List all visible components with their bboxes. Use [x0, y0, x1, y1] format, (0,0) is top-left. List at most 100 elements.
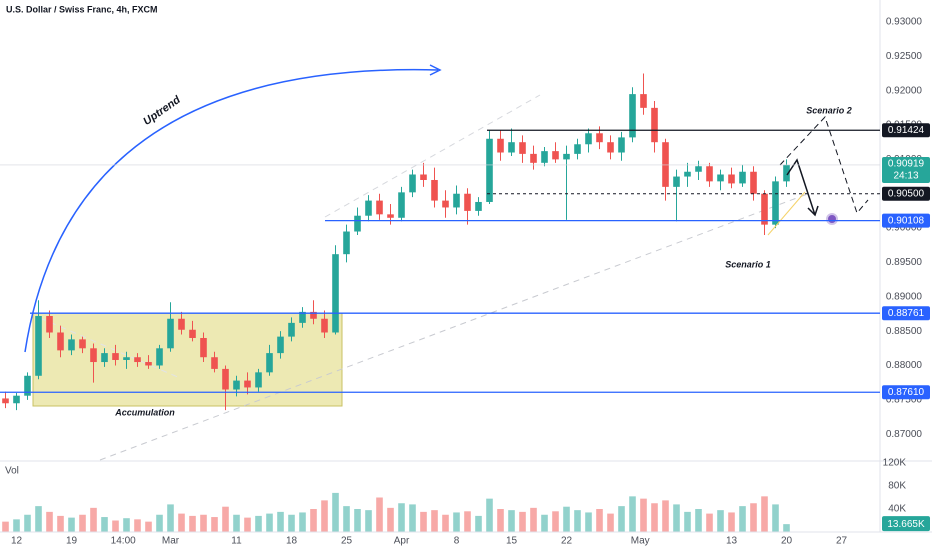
- x-tick-label: May: [631, 536, 650, 547]
- candle-body: [409, 174, 416, 193]
- volume-bar: [90, 507, 97, 532]
- y-tick-label: 0.88500: [886, 326, 923, 337]
- trend-line: [39, 317, 181, 379]
- candle-body: [255, 372, 262, 388]
- volume-bar: [68, 517, 75, 532]
- x-tick-label: 14:00: [111, 536, 136, 547]
- volume-bar: [354, 509, 361, 532]
- candle-body: [189, 329, 196, 338]
- volume-bar: [640, 498, 647, 532]
- volume-bar: [145, 521, 152, 532]
- volume-bar: [244, 517, 251, 532]
- volume-bar: [156, 514, 163, 532]
- volume-bar: [420, 511, 427, 532]
- y-tick-label: 0.88000: [886, 360, 923, 371]
- volume-bar: [13, 519, 20, 532]
- volume-tick-label: 80K: [888, 481, 906, 492]
- arrow-head: [807, 205, 819, 217]
- candle-body: [57, 332, 64, 351]
- volume-bar: [123, 518, 130, 532]
- volume-bar: [772, 504, 779, 532]
- volume-bar: [255, 515, 262, 532]
- x-tick-label: 18: [286, 536, 298, 547]
- volume-bar: [431, 510, 438, 532]
- x-tick-label: Mar: [162, 536, 180, 547]
- level-label-box: [882, 186, 930, 201]
- volume-bar: [299, 512, 306, 532]
- candle-body: [354, 215, 361, 232]
- volume-tick-label: 40K: [888, 504, 906, 515]
- volume-last-label: 13.665K: [887, 519, 925, 530]
- volume-bar: [398, 503, 405, 532]
- volume-bar: [112, 520, 119, 532]
- volume-bar: [178, 513, 185, 532]
- candle-body: [464, 193, 471, 211]
- level-label-box: [882, 306, 930, 321]
- trend-line: [99, 192, 811, 461]
- x-tick-label: 27: [836, 536, 848, 547]
- volume-bar: [310, 509, 317, 532]
- candle-body: [299, 311, 306, 323]
- volume-bar: [453, 512, 460, 532]
- x-tick-label: 22: [561, 536, 573, 547]
- candle-body: [717, 174, 724, 182]
- candle-body: [607, 142, 614, 153]
- candle-body: [233, 380, 240, 390]
- candle-body: [376, 200, 383, 215]
- volume-bar: [35, 506, 42, 532]
- volume-bar: [200, 514, 207, 532]
- volume-bar: [596, 509, 603, 532]
- level-label-box: [882, 213, 930, 228]
- candle-body: [442, 200, 449, 208]
- volume-bar: [277, 511, 284, 532]
- candle-body: [13, 395, 20, 404]
- y-tick-label: 0.92000: [886, 85, 923, 96]
- volume-bar: [673, 504, 680, 532]
- candle-body: [772, 181, 779, 225]
- candle-body: [134, 357, 141, 363]
- candles: [2, 73, 790, 532]
- volume-bar: [629, 496, 636, 532]
- volume-bar: [585, 512, 592, 532]
- volume-title: Vol: [5, 466, 19, 477]
- volume-bar: [321, 500, 328, 532]
- volume-bar: [211, 517, 218, 532]
- candle-body: [750, 171, 757, 194]
- candle-body: [431, 179, 438, 201]
- volume-bar: [233, 514, 240, 532]
- annotation: Scenario 2: [806, 105, 852, 115]
- candle-body: [706, 166, 713, 182]
- level-label: 0.90108: [888, 215, 925, 226]
- candle-body: [24, 375, 31, 396]
- y-tick-label: 0.93000: [886, 17, 923, 28]
- annotation: Accumulation: [114, 407, 175, 417]
- volume-bar: [706, 513, 713, 532]
- last-price-box: [882, 156, 930, 183]
- y-tick-label: 0.90000: [886, 223, 923, 234]
- volume-bar: [266, 513, 273, 532]
- volume-bar: [541, 514, 548, 532]
- level-label-box: [882, 385, 930, 400]
- candle-body: [783, 164, 790, 182]
- level-label: 0.88761: [888, 308, 925, 319]
- candle-body: [101, 353, 108, 363]
- countdown: 24:13: [893, 171, 918, 182]
- level-label: 0.87610: [888, 387, 925, 398]
- candle-body: [574, 144, 581, 154]
- volume-bar: [563, 506, 570, 532]
- x-tick-label: 25: [341, 536, 353, 547]
- volume-bar: [750, 503, 757, 532]
- uptrend-arrow: [24, 68, 439, 353]
- volume-tick-label: 120K: [883, 458, 907, 469]
- volume-bar: [728, 512, 735, 532]
- candle-body: [167, 318, 174, 349]
- volume-bar: [167, 504, 174, 532]
- candle-body: [530, 153, 537, 163]
- y-tick-label: 0.92500: [886, 51, 923, 62]
- volume-bar: [508, 510, 515, 532]
- candle-body: [288, 322, 295, 337]
- volume-bar: [739, 506, 746, 532]
- candle-body: [662, 142, 669, 187]
- candle-body: [673, 176, 680, 187]
